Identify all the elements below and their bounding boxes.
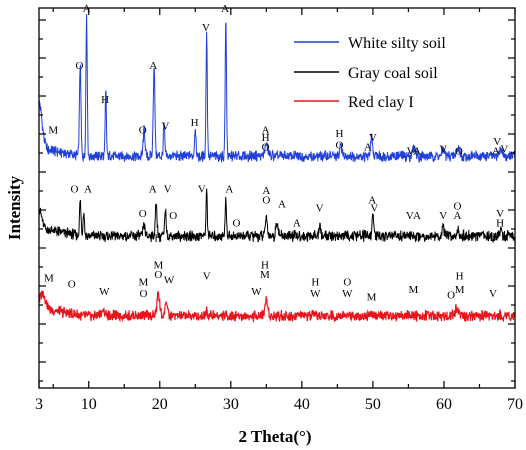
- peak-label: A: [368, 195, 376, 207]
- peak-label: W: [164, 275, 175, 287]
- series-layer: [38, 13, 516, 324]
- peak-label: V: [161, 121, 169, 133]
- peak-label: M: [139, 276, 149, 288]
- tick-layer: 3 10 20 30 40 50 60 70: [35, 8, 523, 413]
- peak-label: V: [316, 202, 324, 214]
- peak-label: V: [406, 210, 414, 222]
- peak-label: O: [139, 124, 147, 136]
- peak-label: V: [198, 183, 206, 195]
- peak-label: O: [154, 269, 162, 281]
- peak-label: M: [367, 292, 377, 304]
- x-tick-label: 30: [223, 396, 239, 413]
- x-tick-label: 40: [294, 396, 310, 413]
- peak-label: M: [48, 124, 58, 136]
- peak-label: M: [153, 259, 163, 271]
- peak-label: V: [370, 202, 378, 214]
- peak-label: H: [154, 233, 162, 245]
- peak-label: V: [369, 132, 377, 144]
- peak-label: A: [83, 3, 91, 15]
- legend-label-red-clay: Red clay I: [348, 94, 414, 111]
- peak-label: O: [447, 290, 455, 302]
- peak-label: M: [455, 284, 465, 296]
- peak-label: V: [407, 145, 415, 157]
- peak-label: A: [453, 210, 461, 222]
- x-tick-label: 50: [365, 396, 381, 413]
- plot-frame: [38, 7, 516, 389]
- peak-label: W: [342, 288, 353, 300]
- peak-label: A: [413, 210, 421, 222]
- peak-label: O: [453, 200, 461, 212]
- peak-label: H: [262, 132, 270, 144]
- peak-label: H: [261, 259, 269, 271]
- peak-label: O: [262, 195, 270, 207]
- y-axis-title: Intensity: [5, 175, 24, 240]
- peak-label: V: [439, 210, 447, 222]
- peak-label: V: [202, 22, 210, 34]
- peak-label: A: [413, 145, 421, 157]
- series-line-white-silty-soil: [38, 13, 516, 164]
- peak-label: W: [310, 288, 321, 300]
- peak-label: H: [336, 128, 344, 140]
- peak-label: A: [278, 199, 286, 211]
- peak-label: O: [455, 145, 463, 157]
- peak-label: A: [262, 185, 270, 197]
- x-axis-title: 2 Theta(°): [238, 427, 311, 446]
- peak-label: A: [293, 218, 301, 230]
- peak-label: O: [343, 276, 351, 288]
- peak-label: O: [233, 218, 241, 230]
- legend-label-gray-coal-soil: Gray coal soil: [348, 65, 438, 82]
- peak-label: A: [221, 3, 229, 15]
- peak-label: W: [251, 286, 262, 298]
- peak-label: H: [456, 271, 464, 283]
- series-line-red-clay-i: [38, 290, 516, 324]
- peak-label: O: [169, 210, 177, 222]
- peak-label: A: [262, 124, 270, 136]
- peak-label: O: [139, 208, 147, 220]
- peak-label: H: [101, 94, 109, 106]
- peak-label: H: [496, 218, 504, 230]
- peak-label: A: [492, 145, 500, 157]
- series-line-gray-coal-soil: [38, 188, 516, 244]
- peak-label: O: [262, 142, 270, 154]
- peak-label: V: [203, 271, 211, 283]
- peak-label: V: [489, 288, 497, 300]
- peak-label: A: [225, 183, 233, 195]
- peak-label: H: [191, 117, 199, 129]
- peak-label: V: [164, 183, 172, 195]
- peak-label: V: [493, 136, 501, 148]
- x-tick-label: 10: [81, 396, 97, 413]
- peak-label: W: [99, 286, 110, 298]
- peak-label: V: [439, 143, 447, 155]
- x-tick-label: 70: [507, 396, 523, 413]
- peak-label: H: [311, 276, 319, 288]
- peak-label: O: [68, 278, 76, 290]
- peak-label: O: [336, 140, 344, 152]
- legend: White silty soil Gray coal soil Red clay…: [294, 35, 446, 111]
- peak-label: A: [149, 60, 157, 72]
- x-tick-label: 20: [152, 396, 168, 413]
- peak-label: M: [260, 269, 270, 281]
- peak-label: O: [139, 288, 147, 300]
- peak-label: M: [409, 284, 419, 296]
- peak-label: A: [149, 183, 157, 195]
- peak-label: M: [44, 273, 54, 285]
- legend-label-white-silty-soil: White silty soil: [348, 35, 446, 52]
- peak-label: O: [71, 183, 79, 195]
- peak-label: A: [364, 142, 372, 154]
- x-tick-label: 60: [436, 396, 452, 413]
- x-tick-label: 3: [35, 396, 43, 413]
- peak-label: V: [496, 208, 504, 220]
- peak-label: O: [76, 60, 84, 72]
- peak-label: A: [84, 183, 92, 195]
- peak-label: V: [500, 143, 508, 155]
